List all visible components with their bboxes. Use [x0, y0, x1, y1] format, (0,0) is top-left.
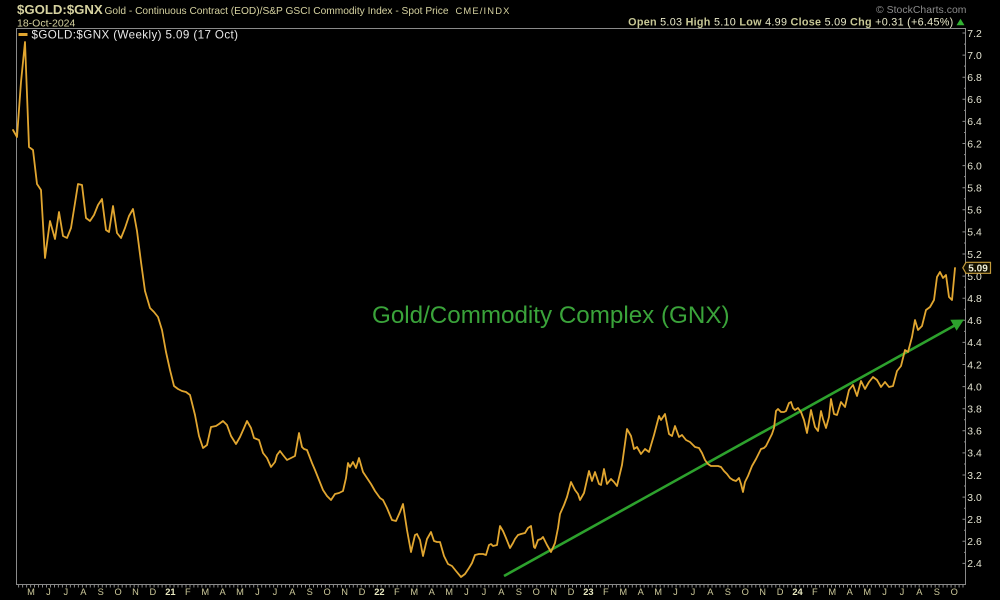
svg-text:6.2: 6.2	[967, 139, 982, 150]
svg-text:J: J	[482, 587, 487, 597]
svg-text:A: A	[707, 587, 714, 597]
svg-text:J: J	[900, 587, 905, 597]
svg-text:N: N	[759, 587, 766, 597]
svg-text:7.0: 7.0	[967, 51, 982, 62]
svg-text:J: J	[46, 587, 51, 597]
svg-text:O: O	[323, 587, 330, 597]
svg-text:A: A	[638, 587, 645, 597]
svg-text:J: J	[255, 587, 260, 597]
svg-text:J: J	[63, 587, 68, 597]
svg-text:A: A	[219, 587, 226, 597]
svg-text:M: M	[828, 587, 836, 597]
svg-text:J: J	[464, 587, 469, 597]
svg-text:S: S	[725, 587, 731, 597]
svg-text:J: J	[691, 587, 696, 597]
svg-text:$GOLD:$GNX: $GOLD:$GNX	[17, 2, 103, 17]
svg-text:A: A	[429, 587, 436, 597]
svg-text:5.2: 5.2	[967, 250, 982, 261]
svg-text:3.6: 3.6	[967, 427, 982, 438]
svg-text:21: 21	[165, 587, 175, 597]
svg-text:D: D	[568, 587, 575, 597]
svg-text:D: D	[150, 587, 157, 597]
svg-text:F: F	[185, 587, 191, 597]
svg-text:5.0: 5.0	[967, 272, 982, 283]
svg-text:A: A	[80, 587, 87, 597]
svg-text:J: J	[882, 587, 887, 597]
svg-text:A: A	[847, 587, 854, 597]
svg-text:O: O	[742, 587, 749, 597]
svg-text:6.8: 6.8	[967, 73, 982, 84]
svg-text:CME/INDX: CME/INDX	[456, 5, 511, 16]
svg-text:Open 5.03 High 5.10 Low 4.99: Open 5.03 High 5.10 Low 4.99 Close 5.09 …	[628, 17, 953, 29]
svg-text:S: S	[516, 587, 522, 597]
svg-text:7.2: 7.2	[967, 29, 982, 40]
svg-text:4.4: 4.4	[967, 338, 982, 349]
svg-text:3.4: 3.4	[967, 449, 982, 460]
svg-text:J: J	[673, 587, 678, 597]
svg-text:M: M	[863, 587, 871, 597]
svg-text:5.8: 5.8	[967, 184, 982, 195]
svg-text:22: 22	[374, 587, 384, 597]
svg-text:S: S	[307, 587, 313, 597]
svg-text:6.4: 6.4	[967, 117, 982, 128]
svg-text:D: D	[359, 587, 366, 597]
svg-text:Gold - Continuous Contract (EO: Gold - Continuous Contract (EOD)/S&P GSC…	[105, 6, 449, 17]
svg-text:3.0: 3.0	[967, 493, 982, 504]
svg-text:4.6: 4.6	[967, 316, 982, 327]
svg-text:2.4: 2.4	[967, 559, 982, 570]
svg-text:5.6: 5.6	[967, 206, 982, 217]
svg-text:S: S	[934, 587, 940, 597]
svg-text:J: J	[273, 587, 278, 597]
svg-text:N: N	[341, 587, 348, 597]
svg-text:M: M	[445, 587, 453, 597]
svg-text:F: F	[812, 587, 818, 597]
svg-text:A: A	[916, 587, 923, 597]
svg-text:6.6: 6.6	[967, 95, 982, 106]
svg-text:3.2: 3.2	[967, 471, 982, 482]
svg-text:$GOLD:$GNX (Weekly) 5.09 (17 O: $GOLD:$GNX (Weekly) 5.09 (17 Oct)	[32, 29, 239, 42]
svg-text:D: D	[777, 587, 784, 597]
svg-text:2.8: 2.8	[967, 515, 982, 526]
svg-text:S: S	[98, 587, 104, 597]
svg-text:Gold/Commodity Complex (GNX): Gold/Commodity Complex (GNX)	[372, 302, 730, 329]
svg-text:5.4: 5.4	[967, 228, 982, 239]
svg-text:23: 23	[583, 587, 593, 597]
svg-text:N: N	[132, 587, 139, 597]
svg-text:N: N	[550, 587, 557, 597]
svg-text:M: M	[201, 587, 209, 597]
svg-text:M: M	[410, 587, 418, 597]
svg-text:O: O	[951, 587, 958, 597]
svg-text:18-Oct-2024: 18-Oct-2024	[17, 18, 76, 30]
svg-text:M: M	[619, 587, 627, 597]
svg-text:24: 24	[792, 587, 803, 597]
svg-text:M: M	[27, 587, 35, 597]
svg-text:A: A	[289, 587, 296, 597]
svg-text:O: O	[114, 587, 121, 597]
svg-text:4.0: 4.0	[967, 382, 982, 393]
svg-text:6.0: 6.0	[967, 161, 982, 172]
svg-text:A: A	[498, 587, 505, 597]
svg-text:O: O	[533, 587, 540, 597]
svg-text:2.6: 2.6	[967, 537, 982, 548]
svg-text:F: F	[603, 587, 609, 597]
svg-text:M: M	[236, 587, 244, 597]
svg-text:© StockCharts.com: © StockCharts.com	[876, 5, 967, 16]
svg-text:3.8: 3.8	[967, 405, 982, 416]
svg-text:4.2: 4.2	[967, 360, 982, 371]
svg-text:4.8: 4.8	[967, 294, 982, 305]
svg-text:F: F	[394, 587, 400, 597]
svg-text:5.09: 5.09	[968, 263, 988, 274]
svg-text:M: M	[654, 587, 662, 597]
